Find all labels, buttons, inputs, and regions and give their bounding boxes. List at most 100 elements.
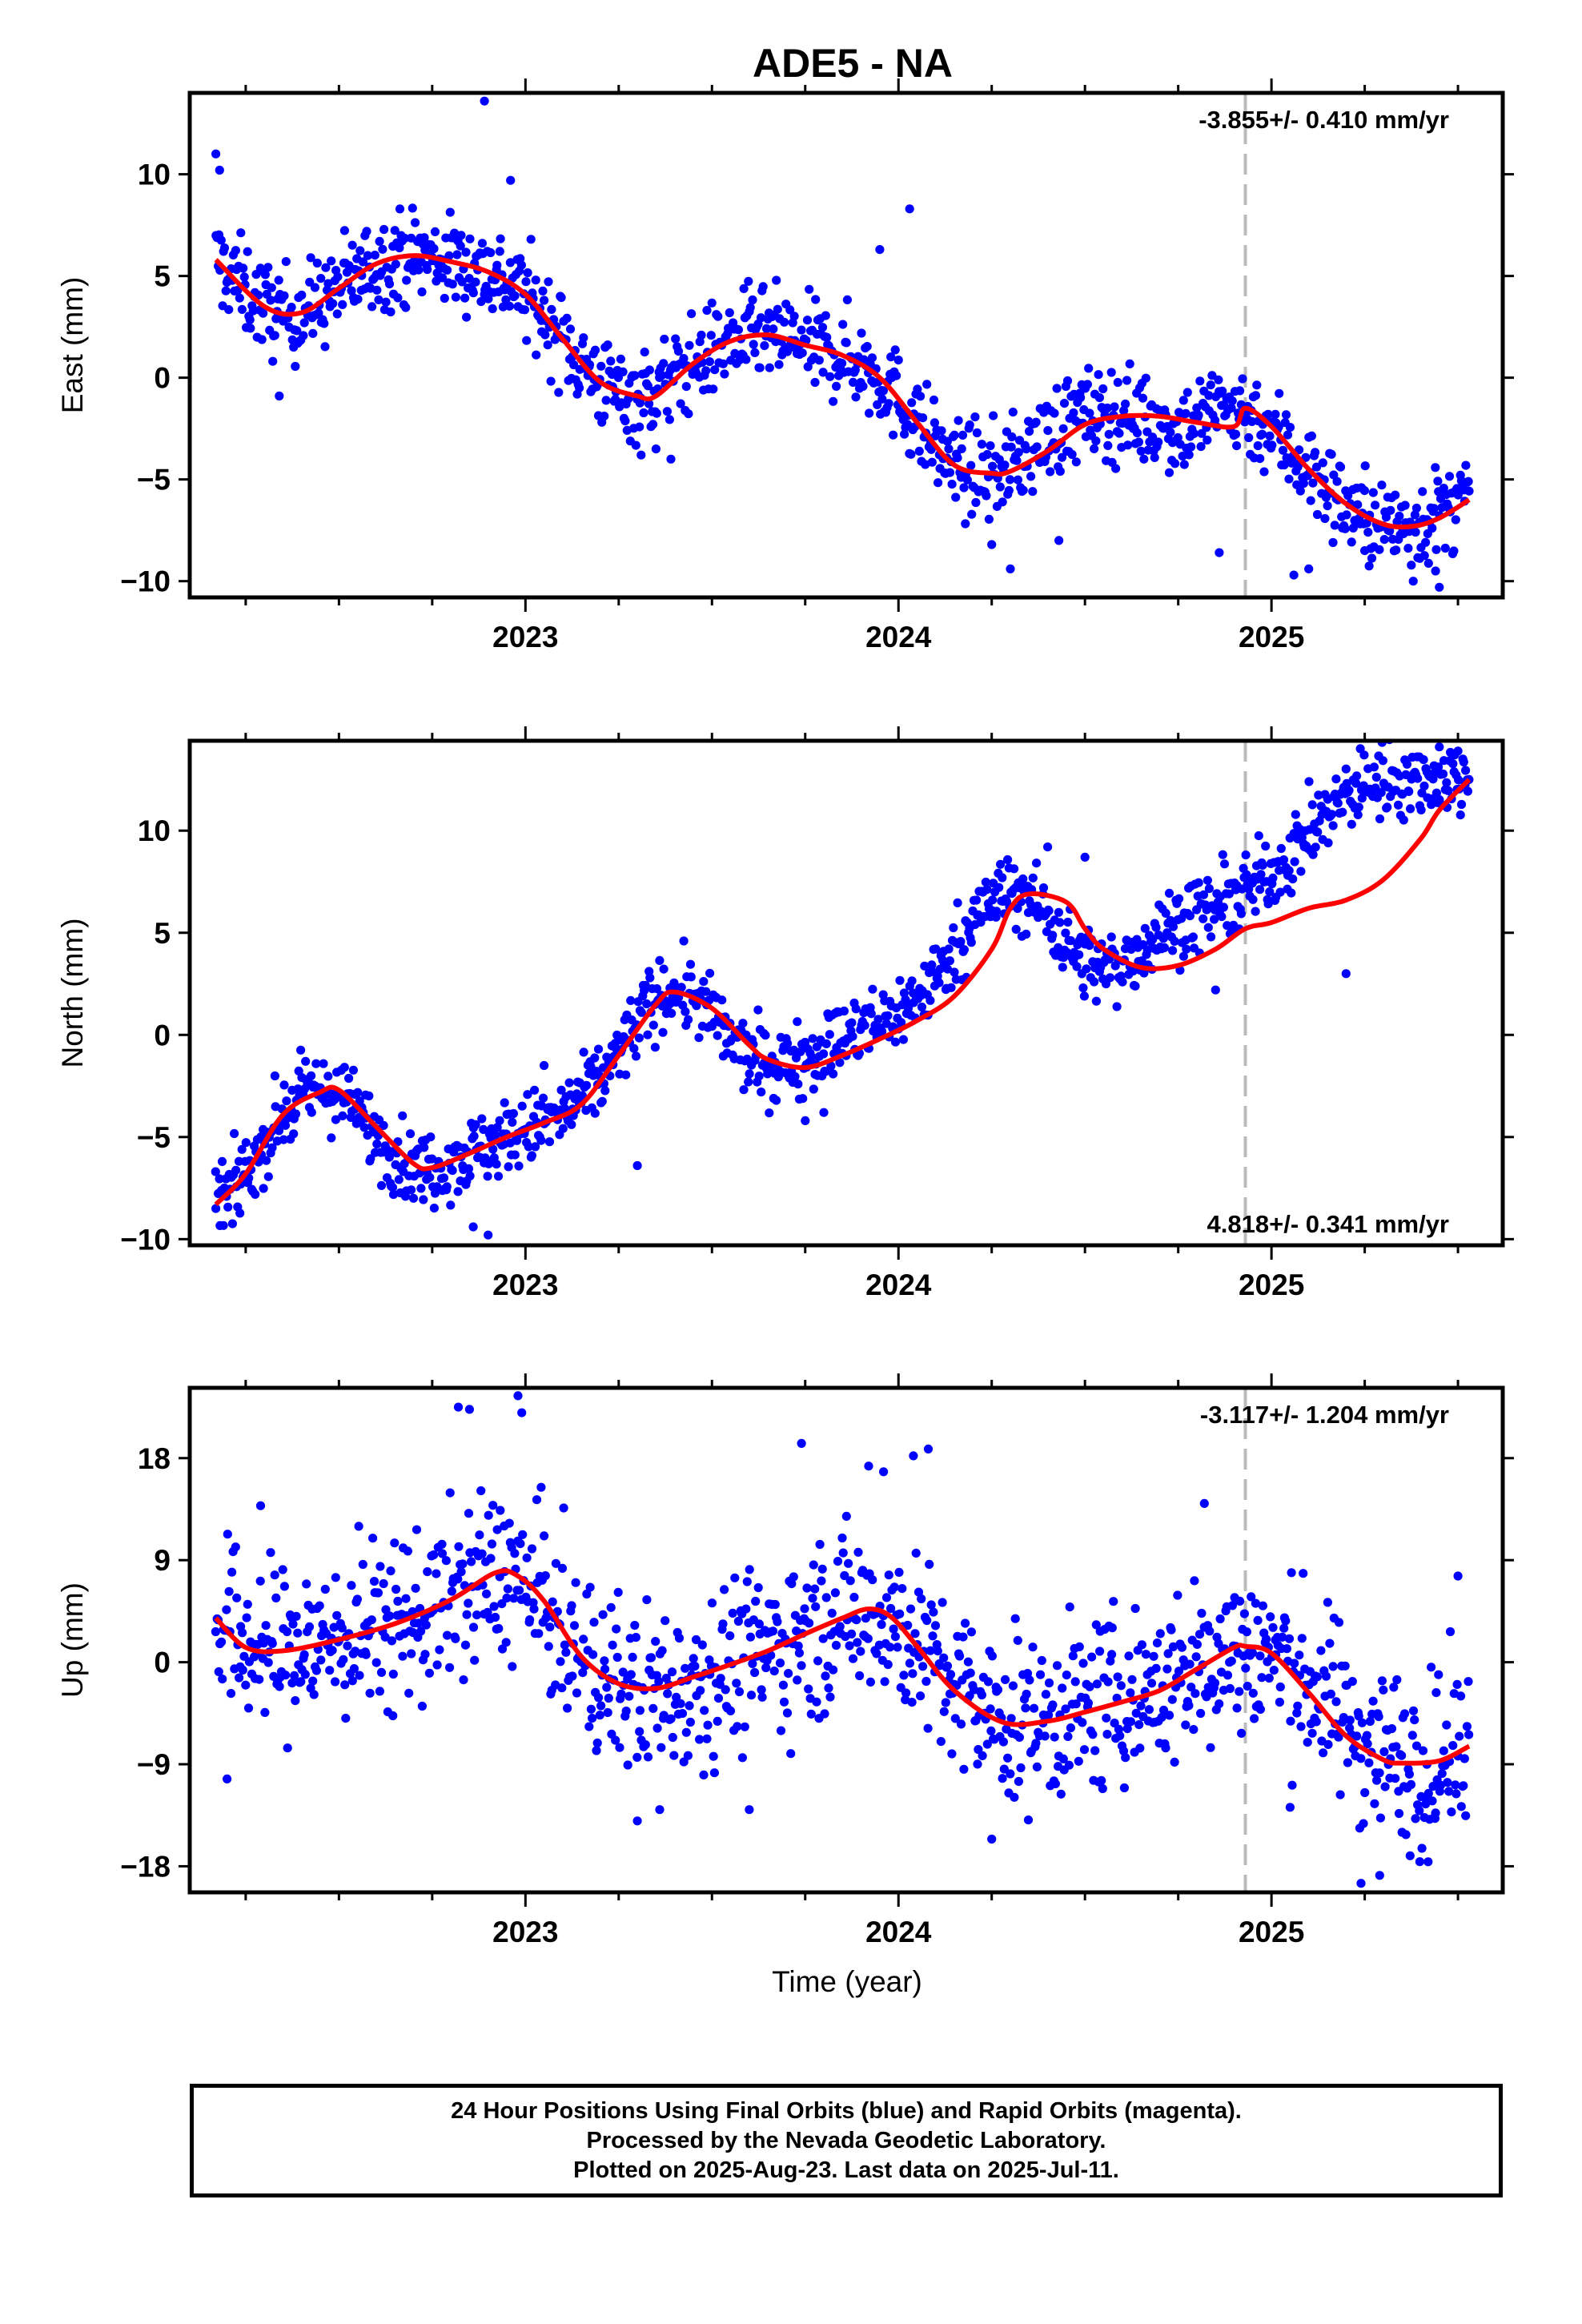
north-data-point	[1456, 810, 1465, 820]
up-data-point	[291, 1611, 301, 1621]
east-data-point	[953, 453, 962, 463]
up-data-point	[551, 1558, 561, 1568]
up-data-point	[1225, 1683, 1235, 1694]
up-data-point	[339, 1655, 348, 1664]
east-data-point	[440, 293, 449, 304]
north-data-point	[1313, 827, 1323, 837]
north-data-point	[796, 1047, 805, 1056]
up-data-point	[1078, 1718, 1087, 1727]
up-data-point	[1442, 1720, 1452, 1730]
up-data-point	[386, 1566, 396, 1576]
east-rate-label: -3.855+/- 0.410 mm/yr	[1199, 106, 1449, 134]
east-data-point	[554, 388, 564, 397]
east-data-point	[292, 326, 302, 336]
east-data-point	[811, 295, 821, 304]
east-data-point	[1429, 504, 1439, 513]
north-data-point	[1079, 991, 1089, 1001]
up-data-point	[786, 1749, 796, 1759]
east-data-point	[862, 342, 872, 352]
north-data-point	[406, 1185, 416, 1195]
north-data-point	[338, 1111, 347, 1120]
east-data-point	[972, 428, 982, 438]
up-data-point	[808, 1594, 817, 1603]
north-data-point	[425, 1172, 435, 1182]
up-data-point	[669, 1751, 679, 1760]
east-data-point	[1195, 376, 1205, 386]
up-data-point	[677, 1709, 688, 1719]
up-data-point	[502, 1593, 512, 1603]
up-data-point	[642, 1595, 652, 1605]
up-data-point	[689, 1654, 698, 1663]
up-data-point	[987, 1651, 997, 1661]
up-data-point	[936, 1737, 946, 1747]
north-data-point	[1353, 810, 1363, 820]
up-data-point	[1025, 1675, 1034, 1685]
north-data-point	[1106, 932, 1116, 942]
up-data-point	[453, 1574, 463, 1584]
up-data-point	[592, 1738, 602, 1748]
up-data-point	[557, 1563, 568, 1573]
up-data-point	[674, 1633, 685, 1643]
east-data-point	[362, 227, 371, 236]
up-data-point	[267, 1638, 277, 1648]
north-data-point	[1416, 805, 1426, 815]
up-data-point	[388, 1711, 398, 1721]
north-data-point	[1140, 923, 1150, 933]
up-data-point	[880, 1677, 889, 1687]
up-data-point	[740, 1722, 749, 1731]
north-data-point	[684, 1015, 693, 1024]
east-data-point	[905, 204, 914, 214]
north-data-point	[398, 1111, 408, 1120]
up-data-point	[1028, 1642, 1038, 1652]
up-data-point	[1464, 1730, 1474, 1739]
north-data-point	[230, 1128, 239, 1139]
north-data-point	[1456, 799, 1467, 810]
up-data-point	[594, 1693, 604, 1703]
east-data-point	[620, 416, 630, 426]
up-data-point	[1445, 1626, 1456, 1637]
up-data-point	[1325, 1638, 1335, 1648]
up-data-point	[1374, 1712, 1383, 1722]
up-data-point	[1375, 1813, 1385, 1823]
up-data-point	[632, 1752, 642, 1762]
north-data-point	[1130, 981, 1140, 991]
up-data-point	[1090, 1746, 1100, 1755]
up-data-point	[1235, 1596, 1245, 1606]
up-data-point	[925, 1559, 934, 1569]
up-data-point	[830, 1588, 840, 1598]
up-data-point	[1418, 1746, 1428, 1755]
up-data-point	[942, 1661, 953, 1671]
up-data-point	[281, 1671, 291, 1680]
up-data-point	[560, 1640, 570, 1650]
up-data-point	[1056, 1789, 1066, 1799]
up-data-point	[1434, 1670, 1443, 1679]
up-data-point	[926, 1646, 935, 1655]
east-data-point	[785, 305, 795, 315]
north-data-point	[344, 1073, 354, 1084]
up-data-point	[578, 1668, 588, 1678]
north-data-point	[950, 967, 959, 977]
east-data-point	[1192, 403, 1202, 412]
up-data-point	[1122, 1724, 1132, 1734]
east-data-point	[260, 270, 270, 279]
up-data-point	[293, 1628, 303, 1638]
up-data-point	[648, 1703, 658, 1713]
east-data-point	[838, 320, 848, 329]
east-data-point	[618, 367, 628, 376]
north-data-point	[484, 1159, 494, 1168]
east-data-point	[1238, 374, 1247, 384]
up-data-point	[613, 1587, 623, 1597]
east-data-point	[468, 288, 478, 298]
east-data-point	[579, 333, 588, 343]
up-data-point	[672, 1692, 681, 1702]
up-data-point	[720, 1585, 729, 1594]
north-data-point	[1443, 786, 1453, 796]
up-data-point	[308, 1676, 318, 1686]
up-data-point	[1126, 1717, 1135, 1727]
up-data-point	[352, 1594, 362, 1604]
north-data-point	[1265, 887, 1275, 897]
east-data-point	[1235, 386, 1245, 396]
up-data-point	[703, 1720, 713, 1730]
up-data-point	[618, 1667, 628, 1677]
north-data-point	[1203, 923, 1213, 932]
